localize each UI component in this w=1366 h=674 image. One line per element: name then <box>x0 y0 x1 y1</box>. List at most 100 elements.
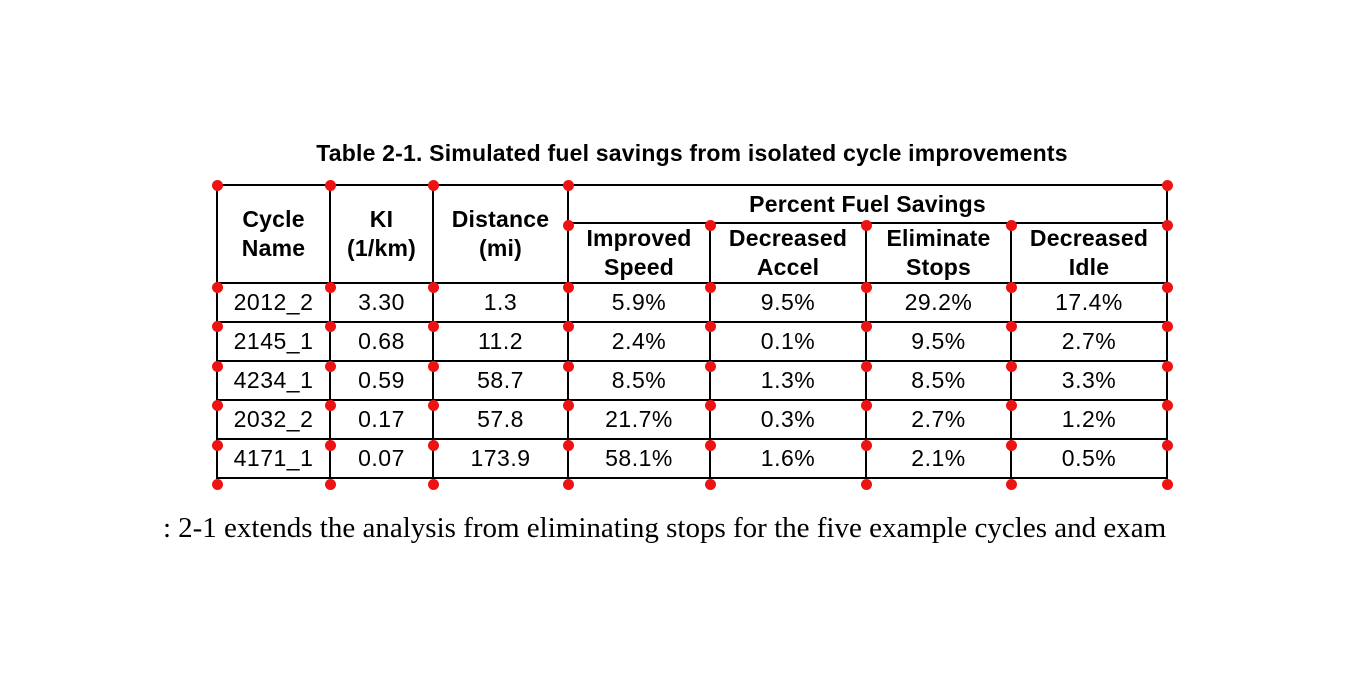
annotation-dot <box>1005 320 1017 332</box>
annotation-dot <box>860 320 872 332</box>
annotation-dot <box>1161 399 1173 411</box>
table-row: 4171_1 0.07 173.9 58.1% 1.6% 2.1% 0.5% <box>216 438 1168 479</box>
annotation-dot <box>704 320 716 332</box>
cell-decreased-accel: 0.1% <box>709 321 867 362</box>
header-ki: KI (1/km) <box>329 184 434 284</box>
annotation-dot <box>1161 478 1173 490</box>
annotation-dot <box>562 179 574 191</box>
cell-decreased-idle: 3.3% <box>1010 360 1168 401</box>
cell-distance: 11.2 <box>432 321 569 362</box>
cell-ki: 3.30 <box>329 282 434 323</box>
annotation-dot <box>211 360 223 372</box>
annotation-dot <box>427 478 439 490</box>
annotation-dot <box>860 439 872 451</box>
table-row: 2145_1 0.68 11.2 2.4% 0.1% 9.5% 2.7% <box>216 321 1168 362</box>
annotation-dot <box>1161 320 1173 332</box>
body-text-line: 2-1 extends the analysis from eliminatin… <box>178 512 1167 544</box>
cell-distance: 173.9 <box>432 438 569 479</box>
annotation-dot <box>704 439 716 451</box>
cell-improved-speed: 21.7% <box>567 399 711 440</box>
annotation-dot <box>427 179 439 191</box>
cell-distance: 1.3 <box>432 282 569 323</box>
annotation-dot <box>211 478 223 490</box>
annotation-dot <box>1005 478 1017 490</box>
annotation-dot <box>1005 399 1017 411</box>
subheader-eliminate-stops: Eliminate Stops <box>865 222 1012 284</box>
annotation-dot <box>1161 179 1173 191</box>
annotation-dot <box>427 399 439 411</box>
annotation-dot <box>704 478 716 490</box>
annotation-dot <box>1161 219 1173 231</box>
annotation-dot <box>211 320 223 332</box>
cell-improved-speed: 2.4% <box>567 321 711 362</box>
table-row: 4234_1 0.59 58.7 8.5% 1.3% 8.5% 3.3% <box>216 360 1168 401</box>
annotation-dot <box>211 399 223 411</box>
header-row-top: Cycle Name KI (1/km) Distance (mi) Perce… <box>216 184 1168 284</box>
annotation-dot <box>860 360 872 372</box>
cell-decreased-accel: 0.3% <box>709 399 867 440</box>
annotation-dot <box>324 478 336 490</box>
subheader-decreased-idle: Decreased Idle <box>1010 222 1168 284</box>
annotation-dot <box>1005 439 1017 451</box>
cell-improved-speed: 58.1% <box>567 438 711 479</box>
annotation-dot <box>860 399 872 411</box>
cell-decreased-accel: 1.6% <box>709 438 867 479</box>
cell-eliminate-stops: 2.1% <box>865 438 1012 479</box>
annotation-dot <box>1161 439 1173 451</box>
header-cycle-name: Cycle Name <box>216 184 331 284</box>
annotation-dot <box>704 219 716 231</box>
annotation-dot <box>324 399 336 411</box>
subheader-decreased-accel: Decreased Accel <box>709 222 867 284</box>
cell-eliminate-stops: 2.7% <box>865 399 1012 440</box>
annotation-dot <box>1005 281 1017 293</box>
cell-improved-speed: 5.9% <box>567 282 711 323</box>
annotation-dot <box>427 320 439 332</box>
annotation-dot <box>1005 219 1017 231</box>
cell-cycle-name: 2032_2 <box>216 399 331 440</box>
clipped-character: : <box>163 512 172 544</box>
cell-decreased-idle: 0.5% <box>1010 438 1168 479</box>
subheader-improved-speed: Improved Speed <box>567 222 711 284</box>
annotation-dot <box>211 281 223 293</box>
annotation-dot <box>562 219 574 231</box>
annotation-dot <box>324 439 336 451</box>
annotation-dot <box>860 478 872 490</box>
annotation-dot <box>427 439 439 451</box>
annotation-dot <box>324 281 336 293</box>
cell-decreased-accel: 1.3% <box>709 360 867 401</box>
cell-ki: 0.59 <box>329 360 434 401</box>
annotation-dot <box>562 360 574 372</box>
annotation-dot <box>324 320 336 332</box>
annotation-dot <box>860 219 872 231</box>
cell-decreased-idle: 1.2% <box>1010 399 1168 440</box>
annotation-dot <box>1005 360 1017 372</box>
header-distance: Distance (mi) <box>432 184 569 284</box>
cell-decreased-accel: 9.5% <box>709 282 867 323</box>
annotation-dot <box>704 360 716 372</box>
fuel-savings-table: Cycle Name KI (1/km) Distance (mi) Perce… <box>216 184 1168 479</box>
annotation-dot <box>1161 360 1173 372</box>
annotation-dot <box>704 399 716 411</box>
cell-distance: 57.8 <box>432 399 569 440</box>
cell-ki: 0.68 <box>329 321 434 362</box>
annotation-dot <box>562 281 574 293</box>
annotation-dot <box>324 360 336 372</box>
cell-cycle-name: 4171_1 <box>216 438 331 479</box>
annotation-dot <box>860 281 872 293</box>
header-percent-fuel-savings: Percent Fuel Savings <box>567 184 1168 224</box>
body-paragraph: :2-1 extends the analysis from eliminati… <box>163 512 1363 545</box>
cell-ki: 0.17 <box>329 399 434 440</box>
annotation-dot <box>211 439 223 451</box>
cell-cycle-name: 2012_2 <box>216 282 331 323</box>
cell-decreased-idle: 17.4% <box>1010 282 1168 323</box>
cell-eliminate-stops: 8.5% <box>865 360 1012 401</box>
header-row-sub: Improved Speed Decreased Accel Eliminate… <box>217 222 1168 284</box>
annotation-dot <box>1161 281 1173 293</box>
table-caption: Table 2-1. Simulated fuel savings from i… <box>316 140 1068 166</box>
cell-cycle-name: 4234_1 <box>216 360 331 401</box>
annotation-dot <box>704 281 716 293</box>
annotation-dot <box>427 360 439 372</box>
annotation-dot <box>324 179 336 191</box>
cell-eliminate-stops: 29.2% <box>865 282 1012 323</box>
